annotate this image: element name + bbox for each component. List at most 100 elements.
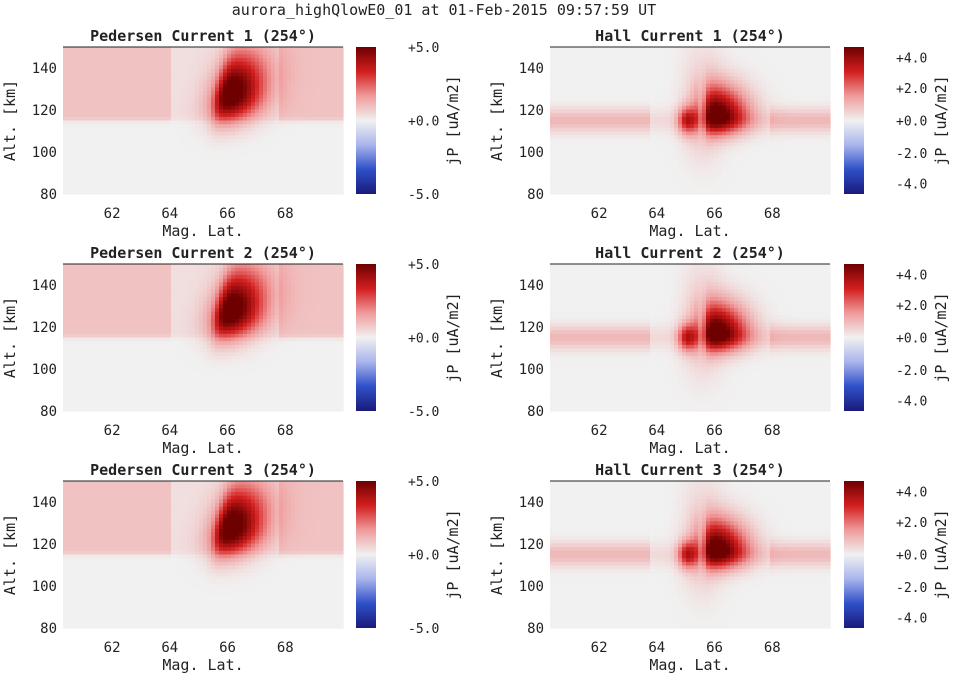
heatmap-cell: [706, 138, 711, 144]
heatmap-cell: [594, 69, 599, 74]
heatmap-cell: [167, 120, 172, 125]
heatmap-cell: [199, 190, 204, 195]
heatmap-cell: [590, 105, 595, 111]
heatmap-cell: [678, 127, 683, 133]
heatmap-cell: [339, 58, 344, 63]
heatmap-cell: [674, 127, 679, 133]
heatmap-cell: [267, 168, 272, 173]
heatmap-cell: [211, 146, 216, 151]
heatmap-cell: [123, 58, 128, 63]
heatmap-cell: [331, 61, 336, 66]
heatmap-cell: [674, 186, 679, 191]
heatmap-cell: [267, 113, 272, 118]
heatmap-cell: [762, 186, 767, 191]
heatmap-cell: [91, 179, 96, 184]
heatmap-cell: [67, 168, 72, 173]
heatmap-cell: [726, 190, 731, 195]
heatmap-cell: [231, 153, 236, 158]
heatmap-cell: [263, 186, 268, 191]
heatmap-cell: [235, 102, 240, 107]
heatmap-cell: [706, 146, 711, 151]
heatmap-cell: [279, 160, 284, 166]
heatmap-cell: [243, 149, 248, 155]
heatmap-cell: [159, 179, 164, 184]
heatmap-cell: [267, 50, 272, 55]
heatmap-cell: [307, 135, 312, 140]
heatmap-cell: [187, 76, 192, 81]
heatmap-cell: [758, 83, 763, 89]
heatmap-cell: [295, 105, 300, 111]
heatmap-cell: [590, 69, 595, 74]
heatmap-cell: [602, 168, 607, 173]
heatmap-cell: [598, 47, 603, 52]
heatmap-cell: [319, 47, 324, 52]
heatmap-cell: [231, 94, 236, 100]
heatmap-cell: [738, 109, 743, 114]
heatmap-cell: [666, 76, 671, 81]
heatmap-cell: [151, 65, 156, 70]
heatmap-cell: [335, 69, 340, 74]
heatmap-cell: [642, 171, 647, 177]
heatmap-cell: [115, 109, 120, 114]
heatmap-cell: [155, 54, 160, 59]
heatmap-cell: [666, 182, 671, 188]
heatmap-cell: [151, 124, 156, 129]
heatmap-cell: [251, 61, 256, 66]
heatmap-cell: [191, 113, 196, 118]
heatmap-cell: [275, 190, 280, 195]
heatmap-cell: [694, 179, 699, 184]
heatmap-cell: [259, 94, 264, 100]
heatmap-cell: [203, 190, 208, 195]
heatmap-cell: [626, 127, 631, 133]
heatmap-cell: [207, 105, 212, 111]
heatmap-cell: [586, 171, 591, 177]
heatmap-cell: [678, 80, 683, 85]
heatmap-cell: [211, 50, 216, 55]
heatmap-cell: [263, 65, 268, 70]
heatmap-cell: [303, 87, 308, 92]
heatmap-cell: [331, 69, 336, 74]
heatmap-cell: [91, 149, 96, 155]
heatmap-cell: [562, 94, 567, 100]
heatmap-cell: [730, 113, 735, 118]
heatmap-cell: [550, 47, 555, 52]
heatmap-cell: [151, 142, 156, 147]
heatmap-cell: [606, 94, 611, 100]
heatmap-cell: [586, 105, 591, 111]
heatmap-cell: [319, 105, 324, 111]
heatmap-cell: [279, 179, 284, 184]
heatmap-cell: [674, 87, 679, 92]
heatmap-cell: [678, 164, 683, 169]
heatmap-cell: [263, 83, 268, 89]
heatmap-cell: [239, 168, 244, 173]
heatmap-cell: [267, 149, 272, 155]
heatmap-cell: [199, 182, 204, 188]
heatmap-cell: [303, 157, 308, 162]
heatmap-cell: [570, 116, 575, 122]
heatmap-cell: [606, 105, 611, 111]
heatmap-cell: [179, 91, 184, 96]
heatmap-cell: [99, 149, 104, 155]
heatmap-cell: [630, 105, 635, 111]
heatmap-cell: [123, 146, 128, 151]
heatmap-cell: [287, 160, 292, 166]
heatmap-cell: [163, 175, 168, 180]
heatmap-cell: [243, 65, 248, 70]
heatmap-cell: [223, 190, 228, 195]
heatmap-cell: [710, 164, 715, 169]
heatmap-cell: [219, 153, 224, 158]
heatmap-cell: [610, 160, 615, 166]
heatmap-cell: [730, 109, 735, 114]
heatmap-cell: [730, 164, 735, 169]
heatmap-cell: [726, 116, 731, 122]
heatmap-cell: [239, 76, 244, 81]
heatmap-cell: [71, 160, 76, 166]
heatmap-cell: [287, 131, 292, 136]
heatmap-cell: [678, 58, 683, 63]
heatmap-cell: [642, 164, 647, 169]
heatmap-cell: [167, 131, 172, 136]
heatmap-cell: [614, 168, 619, 173]
heatmap-cell: [295, 124, 300, 129]
heatmap-cell: [570, 83, 575, 89]
heatmap-cell: [686, 182, 691, 188]
